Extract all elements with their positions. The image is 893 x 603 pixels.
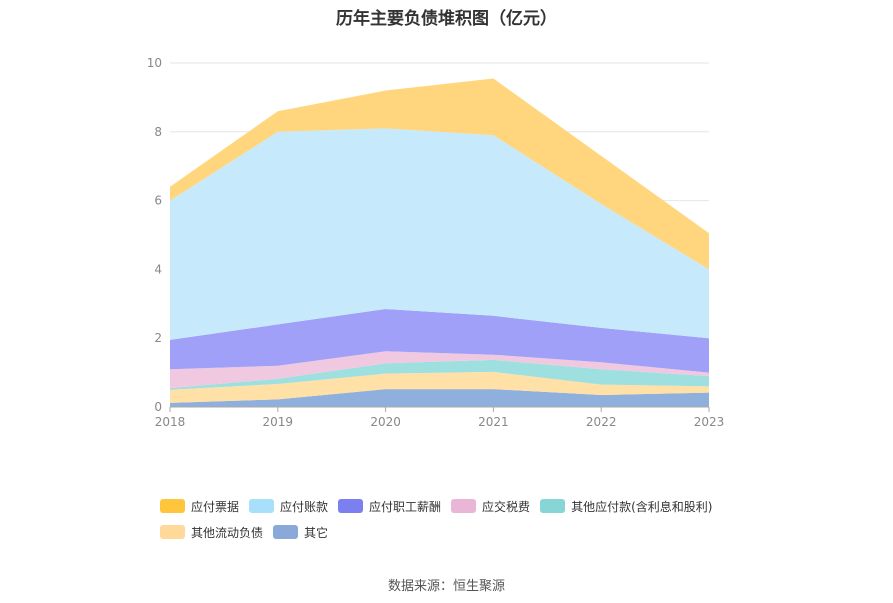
area-series-2 xyxy=(170,359,709,390)
x-tick-label: 2018 xyxy=(155,415,186,429)
legend-label: 应交税费 xyxy=(482,499,531,514)
legend-swatch xyxy=(338,499,364,513)
x-tick-label: 2021 xyxy=(478,415,509,429)
area-series-3 xyxy=(170,351,709,389)
area-series-1 xyxy=(170,371,709,403)
legend-item[interactable]: 应交税费 xyxy=(451,496,530,516)
area-series-5 xyxy=(170,128,709,340)
x-tick-label: 2019 xyxy=(263,415,294,429)
y-tick-label: 4 xyxy=(154,262,162,276)
legend-swatch xyxy=(451,499,477,513)
area-series xyxy=(170,78,709,407)
y-tick-label: 6 xyxy=(154,194,162,208)
x-tick-label: 2022 xyxy=(586,415,617,429)
legend-swatch xyxy=(273,525,299,539)
legend-swatch xyxy=(160,525,185,539)
legend-label: 其他流动负债 xyxy=(191,525,264,540)
axes: 0 2 4 6 8 10 2018 2019 2020 2021 2022 2023 xyxy=(147,56,725,429)
legend-label: 其它 xyxy=(304,525,329,540)
area-series-0 xyxy=(170,389,709,407)
area-series-4 xyxy=(170,309,709,373)
legend-label: 应付职工薪酬 xyxy=(369,499,442,514)
x-tick-label: 2023 xyxy=(694,415,725,429)
legend-item[interactable]: 其它 xyxy=(273,522,328,542)
legend-swatch xyxy=(249,499,275,513)
source-note: 数据来源：恒生聚源 xyxy=(387,579,505,594)
y-tick-label: 10 xyxy=(147,56,162,70)
legend-item[interactable]: 其他应付款(含利息和股利) xyxy=(540,496,712,516)
legend-label: 应付账款 xyxy=(280,499,329,514)
legend: 应付票据 应付账款 应付职工薪酬 应交税费 其他应付款(含利息和股利) 其他流动负债 其它 xyxy=(160,496,800,548)
y-tick-label: 0 xyxy=(154,400,162,414)
legend-item[interactable]: 其他流动负债 xyxy=(160,522,263,542)
y-tick-label: 8 xyxy=(154,125,162,139)
chart-title: 历年主要负债堆积图（亿元） xyxy=(336,9,557,29)
area-series-6 xyxy=(170,78,709,270)
legend-item[interactable]: 应付票据 xyxy=(160,496,239,516)
legend-label: 其他应付款(含利息和股利) xyxy=(571,499,713,514)
legend-item[interactable]: 应付职工薪酬 xyxy=(338,496,441,516)
y-tick-label: 2 xyxy=(154,331,162,345)
legend-item[interactable]: 应付账款 xyxy=(249,496,328,516)
legend-swatch xyxy=(160,499,185,513)
x-tick-label: 2020 xyxy=(370,415,401,429)
legend-swatch xyxy=(540,499,566,513)
legend-label: 应付票据 xyxy=(191,499,240,514)
